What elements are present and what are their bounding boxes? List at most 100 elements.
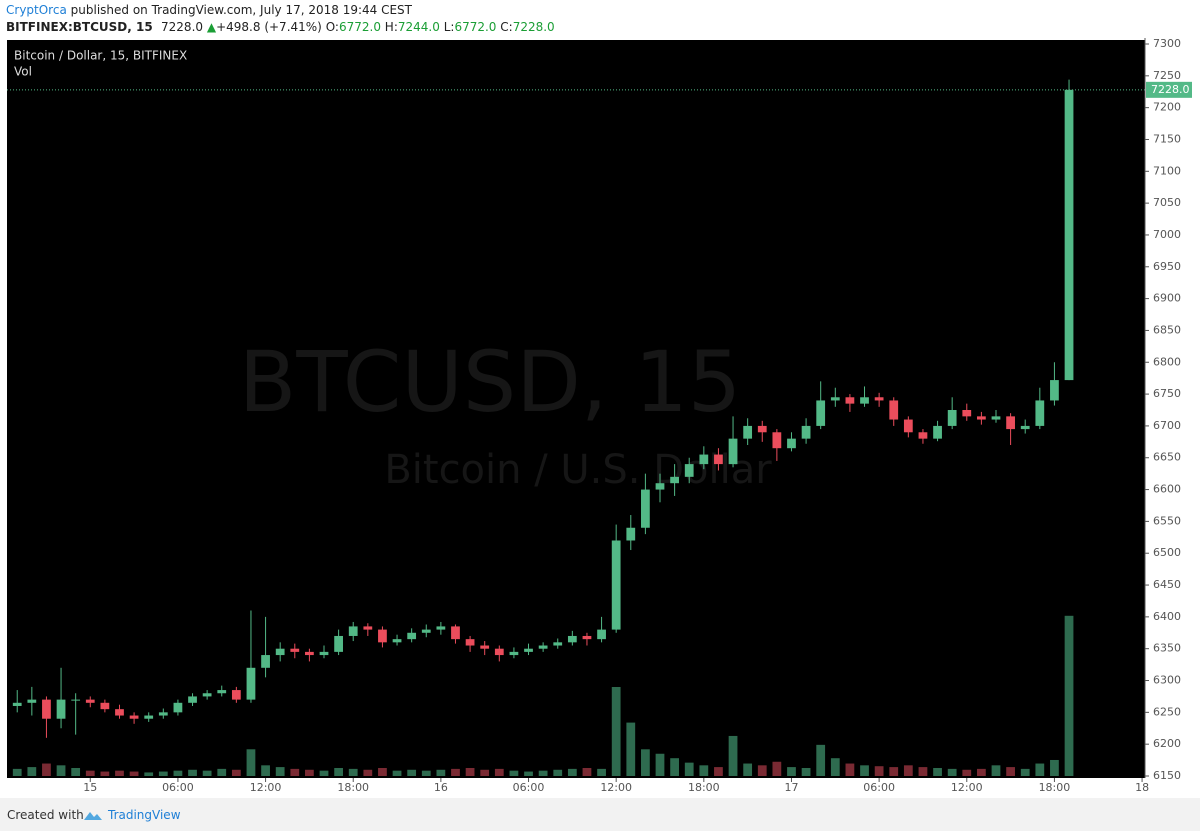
candle-body xyxy=(392,639,402,643)
candle-body xyxy=(655,483,665,490)
x-tick-label: 06:00 xyxy=(513,781,545,794)
c-label: C: xyxy=(500,20,513,34)
volume-bar xyxy=(860,765,869,776)
candle-body xyxy=(728,438,738,465)
volume-bar xyxy=(85,770,95,776)
x-tick-label: 12:00 xyxy=(951,781,983,794)
candle-body xyxy=(480,645,490,649)
x-tick-label: 18 xyxy=(1135,781,1149,794)
candle-body xyxy=(231,690,241,700)
volume-bar xyxy=(378,767,387,776)
y-tick-label: 6900 xyxy=(1153,292,1181,305)
candle-body xyxy=(845,397,855,404)
candle-body xyxy=(903,419,913,433)
last-price-tag xyxy=(1146,81,1192,98)
candle-body xyxy=(115,709,124,716)
candle-body xyxy=(977,416,986,420)
y-tick-label: 7050 xyxy=(1153,196,1181,209)
candle-body xyxy=(27,699,37,703)
candle-body xyxy=(319,651,329,656)
volume-bar xyxy=(465,767,475,776)
volume-bar xyxy=(1035,763,1045,776)
line2: BITFINEX:BTCUSD, 15 7228.0 ▲+498.8 (+7.4… xyxy=(6,20,555,34)
volume-bar xyxy=(407,769,417,776)
y-tick-label: 6250 xyxy=(1153,705,1181,718)
candle-body xyxy=(567,635,577,643)
volume-label: Vol xyxy=(14,65,32,79)
candle-body xyxy=(684,464,694,477)
y-tick-label: 6850 xyxy=(1153,323,1181,336)
candle-body xyxy=(626,527,636,541)
time-axis-bg xyxy=(7,778,1145,798)
volume-bar xyxy=(962,769,972,776)
o: 6772.0 xyxy=(338,20,381,34)
x-tick-label: 12:00 xyxy=(250,781,282,794)
volume-bar xyxy=(977,768,986,776)
candle-body xyxy=(465,639,475,646)
volume-bar xyxy=(801,767,811,776)
y-tick-label: 6450 xyxy=(1153,578,1181,591)
volume-bar xyxy=(421,770,431,776)
candle-body xyxy=(12,702,22,706)
candle-body xyxy=(582,635,592,640)
author[interactable]: CryptOrca xyxy=(6,3,67,17)
volume-bar xyxy=(1064,615,1074,776)
created: Created with xyxy=(7,808,84,822)
change: +498.8 (+7.41%) xyxy=(216,20,322,34)
volume-bar xyxy=(56,765,66,776)
candle-body xyxy=(334,635,343,652)
y-tick-label: 6400 xyxy=(1153,610,1181,623)
candle-body xyxy=(830,397,840,401)
candle-body xyxy=(217,690,227,694)
candle-body xyxy=(407,632,417,640)
y-tick-label: 6300 xyxy=(1153,674,1181,687)
volume-bar xyxy=(787,767,796,776)
volume-bar xyxy=(641,749,650,776)
candle-body xyxy=(962,410,972,417)
y-tick-label: 7300 xyxy=(1153,38,1181,50)
volume-bar xyxy=(494,768,504,776)
candle-body xyxy=(743,425,753,439)
plot-bg xyxy=(7,40,1145,778)
x-tick-label: 16 xyxy=(434,781,448,794)
volume-bar xyxy=(903,765,913,776)
candle-body xyxy=(85,699,95,703)
y-tick-label: 6200 xyxy=(1153,737,1181,750)
volume-bar xyxy=(553,769,563,776)
l: 6772.0 xyxy=(454,20,497,34)
y-tick-label: 6650 xyxy=(1153,451,1181,464)
volume-bar xyxy=(816,744,826,776)
candle-body xyxy=(991,416,1001,420)
volume-bar xyxy=(684,762,694,776)
volume-bar xyxy=(743,763,753,776)
y-tick-label: 6550 xyxy=(1153,514,1181,527)
volume-bar xyxy=(115,770,124,776)
x-tick-label: 06:00 xyxy=(863,781,895,794)
volume-bar xyxy=(188,769,197,776)
brand[interactable]: TradingView xyxy=(108,808,181,822)
volume-bar xyxy=(728,735,738,776)
volume-bar xyxy=(597,768,606,776)
candle-body xyxy=(933,425,942,439)
candle-body xyxy=(144,715,154,719)
candle-body xyxy=(597,629,606,640)
volume-bar xyxy=(772,761,782,776)
candle-body xyxy=(801,425,811,439)
candle-body xyxy=(524,648,533,652)
candle-body xyxy=(714,454,723,465)
candle-body xyxy=(451,626,460,640)
volume-bar xyxy=(874,766,884,776)
volume-bar xyxy=(363,769,373,776)
y-tick-label: 6500 xyxy=(1153,546,1181,559)
volume-bar xyxy=(480,769,490,776)
legend: Bitcoin / Dollar, 15, BITFINEX xyxy=(14,49,187,63)
y-tick-label: 7250 xyxy=(1153,69,1181,82)
candle-body xyxy=(1064,89,1074,381)
volume-bar xyxy=(1006,767,1015,776)
candle-body xyxy=(173,702,183,713)
volume-bar xyxy=(991,765,1001,776)
candle-body xyxy=(918,432,928,439)
candle-body xyxy=(1020,425,1030,430)
candle-body xyxy=(246,667,256,700)
volume-bar xyxy=(626,722,636,776)
